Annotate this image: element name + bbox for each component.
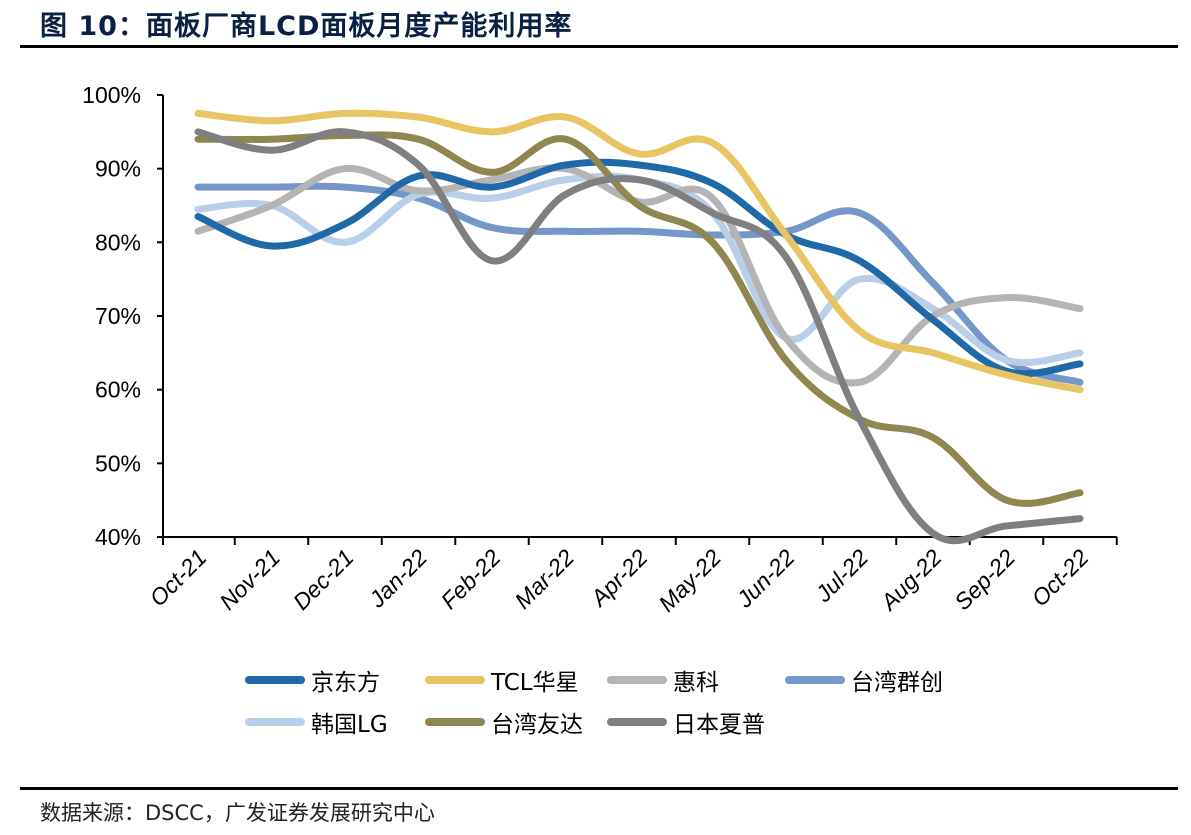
y-tick-label: 90% xyxy=(95,156,141,182)
x-tick-label: Sep-22 xyxy=(949,544,1020,615)
y-tick-label: 40% xyxy=(95,524,141,550)
x-tick-label: Jun-22 xyxy=(731,544,800,613)
x-tick-label: Jan-22 xyxy=(363,544,432,613)
legend-item: TCL华星 xyxy=(425,660,579,700)
legend-swatch xyxy=(245,718,305,726)
legend-swatch xyxy=(785,676,845,684)
legend-swatch xyxy=(245,676,305,684)
series-line-6 xyxy=(194,128,1084,545)
x-tick-label: Feb-22 xyxy=(436,544,506,614)
chart-series xyxy=(194,109,1084,545)
title-divider xyxy=(20,45,1178,48)
series-line-3 xyxy=(194,182,1084,386)
y-tick-label: 50% xyxy=(95,450,141,476)
x-tick-label: Aug-22 xyxy=(874,544,946,616)
legend-label: 台湾友达 xyxy=(491,712,583,738)
legend-swatch xyxy=(425,718,485,726)
x-tick-label: Jul-22 xyxy=(810,544,874,608)
legend-label: 韩国LG xyxy=(311,712,388,738)
legend-item: 京东方 xyxy=(245,660,380,700)
y-tick-label: 100% xyxy=(82,82,141,108)
y-tick-label: 70% xyxy=(95,303,141,329)
legend-label: 日本夏普 xyxy=(673,712,765,738)
series-line-1 xyxy=(194,109,1084,394)
legend-item: 韩国LG xyxy=(245,702,388,742)
y-tick-label: 80% xyxy=(95,229,141,255)
source-divider xyxy=(20,787,1178,790)
source-note: 数据来源：DSCC，广发证券发展研究中心 xyxy=(40,801,435,825)
legend-swatch xyxy=(607,676,667,684)
series-line-0 xyxy=(194,158,1084,378)
x-tick-label: Dec-21 xyxy=(288,544,359,615)
line-chart: 40% 50% 60% 70% 80% 90% 100% Oct-21 Nov-21 Dec-21… xyxy=(82,82,1118,617)
series-line-2 xyxy=(194,164,1084,387)
x-tick-label: Nov-21 xyxy=(214,544,285,615)
x-tick-label: Oct-22 xyxy=(1026,544,1093,611)
x-tick-label: Mar-22 xyxy=(509,544,579,614)
figure-title: 图 10：面板厂商LCD面板月度产能利用率 xyxy=(40,11,573,42)
legend-label: TCL华星 xyxy=(491,670,579,696)
legend-item: 台湾群创 xyxy=(785,660,943,700)
legend-item: 惠科 xyxy=(607,660,719,700)
legend-item: 日本夏普 xyxy=(607,702,765,742)
legend-swatch xyxy=(607,718,667,726)
y-tick-label: 60% xyxy=(95,377,141,403)
x-tick-label: Apr-22 xyxy=(584,544,652,612)
legend-label: 惠科 xyxy=(673,670,719,696)
legend-swatch xyxy=(425,676,485,684)
x-tick-label: May-22 xyxy=(653,544,726,617)
legend-label: 台湾群创 xyxy=(851,670,943,696)
legend-label: 京东方 xyxy=(311,670,380,696)
x-tick-label: Oct-21 xyxy=(144,544,211,611)
legend-item: 台湾友达 xyxy=(425,702,583,742)
